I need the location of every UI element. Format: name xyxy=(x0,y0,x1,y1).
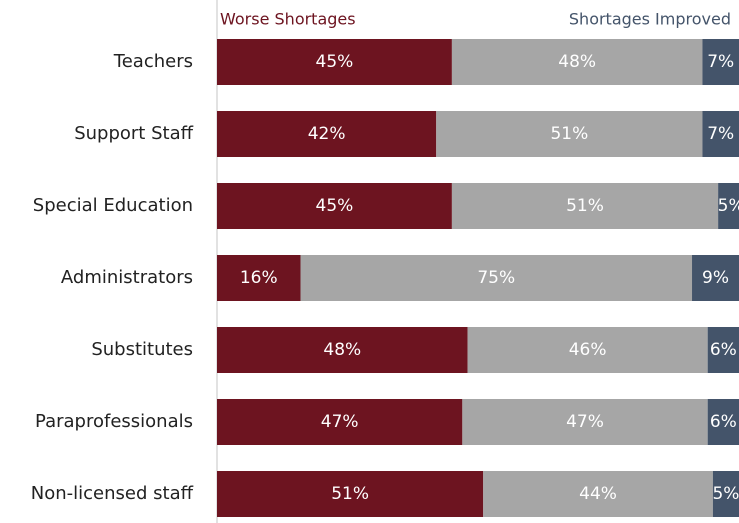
bar-segment xyxy=(467,327,708,373)
category-label: Support Staff xyxy=(74,123,193,144)
category-label: Teachers xyxy=(113,51,193,72)
bar-segment xyxy=(217,471,484,517)
data-label: 46% xyxy=(569,340,607,360)
data-label: 6% xyxy=(710,340,737,360)
category-label: Administrators xyxy=(61,267,193,288)
data-label: 51% xyxy=(331,484,369,504)
category-label: Non-licensed staff xyxy=(31,483,194,504)
bar-segment xyxy=(217,183,452,229)
data-label: 7% xyxy=(707,52,734,72)
bar-segment xyxy=(300,255,693,301)
data-label: 48% xyxy=(558,52,596,72)
category-label: Substitutes xyxy=(91,339,193,360)
bar-segment xyxy=(702,111,739,157)
data-label: 51% xyxy=(566,196,604,216)
bar-segment xyxy=(217,111,437,157)
data-label: 42% xyxy=(308,124,346,144)
data-label: 47% xyxy=(321,412,359,432)
data-label: 48% xyxy=(323,340,361,360)
legend-label: Worse Shortages xyxy=(220,10,356,29)
bar-segment xyxy=(462,399,708,445)
data-label: 16% xyxy=(240,268,278,288)
data-label: 7% xyxy=(707,124,734,144)
bar-segment xyxy=(451,183,719,229)
data-label: 9% xyxy=(702,268,729,288)
legend-label: Shortages Improved xyxy=(569,10,731,29)
bar-segment xyxy=(483,471,713,517)
bar-segment xyxy=(702,39,739,85)
data-label: 5% xyxy=(712,484,739,504)
bar-segment xyxy=(217,255,301,301)
data-label: 44% xyxy=(579,484,617,504)
data-label: 45% xyxy=(316,196,354,216)
bar-segment xyxy=(707,399,739,445)
bar-segment xyxy=(217,327,468,373)
bar-segment xyxy=(692,255,739,301)
bar-segment xyxy=(217,399,463,445)
bar-segment xyxy=(451,39,703,85)
data-label: 45% xyxy=(316,52,354,72)
data-label: 6% xyxy=(710,412,737,432)
bar-segment xyxy=(436,111,703,157)
bar-segment xyxy=(217,39,452,85)
bar-segment xyxy=(712,471,739,517)
data-label: 51% xyxy=(550,124,588,144)
category-label: Special Education xyxy=(33,195,193,216)
bar-segment xyxy=(718,183,739,229)
data-label: 5% xyxy=(718,196,739,216)
category-label: Paraprofessionals xyxy=(35,411,193,432)
bar-segment xyxy=(707,327,739,373)
data-label: 75% xyxy=(477,268,515,288)
data-label: 47% xyxy=(566,412,604,432)
